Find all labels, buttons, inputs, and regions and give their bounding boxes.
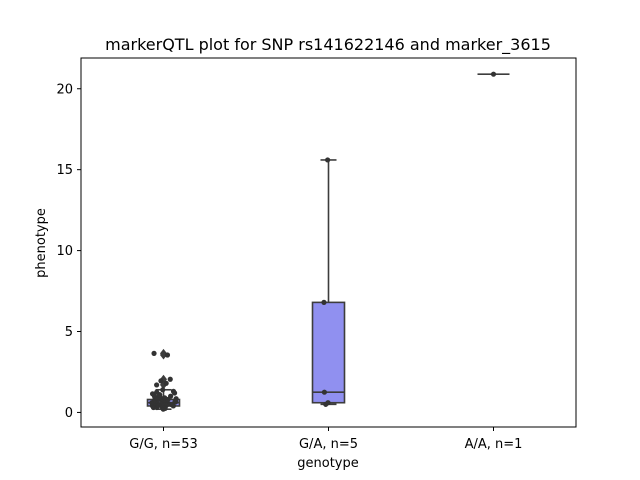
plot-area <box>146 71 510 412</box>
data-point <box>158 378 164 384</box>
y-tick-label: 5 <box>65 325 73 340</box>
data-point <box>170 388 177 394</box>
data-point <box>160 387 166 393</box>
x-axis-label: genotype <box>297 456 358 471</box>
data-point <box>163 380 169 386</box>
data-point <box>154 382 160 388</box>
box-iqr <box>311 301 346 404</box>
y-tick-label: 10 <box>56 244 73 259</box>
data-point <box>167 393 174 399</box>
y-tick-label: 15 <box>56 163 73 178</box>
x-tick-label: A/A, n=1 <box>465 437 523 452</box>
data-point <box>490 71 497 77</box>
data-point <box>321 389 328 395</box>
data-point <box>325 157 331 163</box>
data-point <box>151 350 157 356</box>
data-point <box>162 395 168 401</box>
data-point <box>173 396 179 402</box>
data-point <box>321 299 327 305</box>
x-tick-label: G/A, n=5 <box>299 437 358 452</box>
data-point <box>149 391 156 397</box>
data-point <box>154 389 160 395</box>
y-axis-label: phenotype <box>34 208 49 278</box>
axes: 0 5 10 15 20 G/G, n=53 G/A, n=5 A/A, n=1 <box>56 82 522 452</box>
y-tick-label: 20 <box>56 82 73 97</box>
data-point <box>167 376 173 382</box>
data-point <box>164 352 171 358</box>
x-tick-label: G/G, n=53 <box>129 437 197 452</box>
y-tick-label: 0 <box>65 406 73 421</box>
chart-title: markerQTL plot for SNP rs141622146 and m… <box>105 35 551 55</box>
data-point <box>325 400 331 406</box>
